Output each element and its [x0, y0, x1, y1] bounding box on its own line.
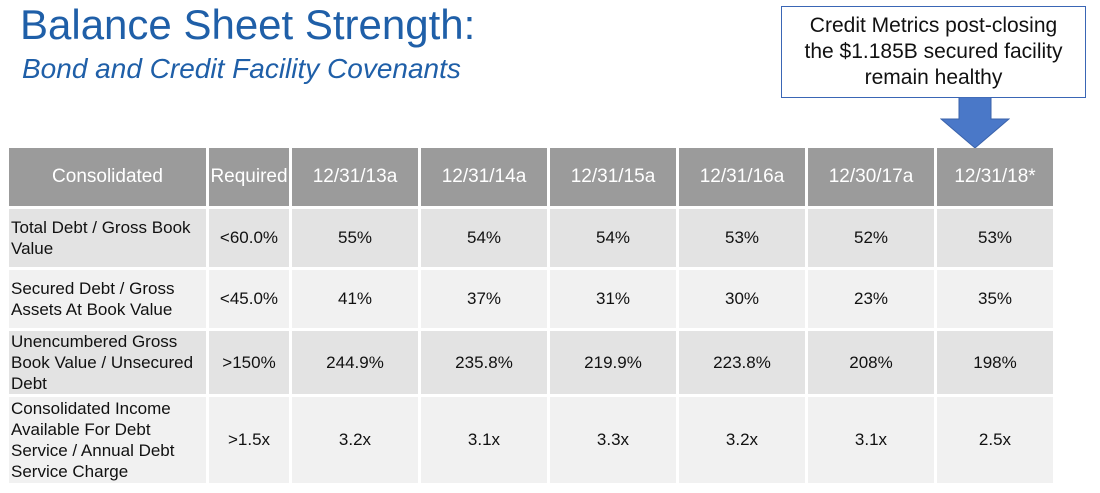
table-cell: <45.0% — [209, 270, 289, 328]
column-header: 12/31/13a — [292, 148, 418, 206]
table-cell: 208% — [808, 331, 934, 394]
down-arrow-icon — [940, 97, 1010, 149]
table-cell: 30% — [679, 270, 805, 328]
callout-box: Credit Metrics post-closing the $1.185B … — [781, 6, 1086, 98]
table-cell: 53% — [937, 209, 1053, 267]
table-row: Secured Debt / Gross Assets At Book Valu… — [9, 270, 1053, 328]
table-cell: 3.2x — [292, 397, 418, 483]
table-cell: 244.9% — [292, 331, 418, 394]
row-label: Total Debt / Gross Book Value — [9, 209, 206, 267]
table-cell: 35% — [937, 270, 1053, 328]
table-cell: 2.5x — [937, 397, 1053, 483]
callout-line: remain healthy — [864, 66, 1003, 89]
table-row: Unencumbered Gross Book Value / Unsecure… — [9, 331, 1053, 394]
table-cell: 23% — [808, 270, 934, 328]
covenants-table: Consolidated Required 12/31/13a 12/31/14… — [6, 145, 1056, 486]
column-header: 12/31/15a — [550, 148, 676, 206]
table-cell: 198% — [937, 331, 1053, 394]
row-label: Unencumbered Gross Book Value / Unsecure… — [9, 331, 206, 394]
row-label: Secured Debt / Gross Assets At Book Valu… — [9, 270, 206, 328]
table-row: Consolidated Income Available For Debt S… — [9, 397, 1053, 483]
row-label: Consolidated Income Available For Debt S… — [9, 397, 206, 483]
table-cell: 52% — [808, 209, 934, 267]
callout-line: Credit Metrics post-closing — [809, 14, 1058, 37]
table-cell: 3.3x — [550, 397, 676, 483]
table-cell: 3.1x — [421, 397, 547, 483]
table-cell: 235.8% — [421, 331, 547, 394]
table-cell: >1.5x — [209, 397, 289, 483]
table-cell: 41% — [292, 270, 418, 328]
column-header: 12/31/16a — [679, 148, 805, 206]
table-cell: <60.0% — [209, 209, 289, 267]
table-cell: 3.2x — [679, 397, 805, 483]
table-cell: >150% — [209, 331, 289, 394]
table-cell: 37% — [421, 270, 547, 328]
column-header: 12/31/18* — [937, 148, 1053, 206]
table-cell: 3.1x — [808, 397, 934, 483]
table-cell: 55% — [292, 209, 418, 267]
column-header: Required — [209, 148, 289, 206]
column-header: 12/30/17a — [808, 148, 934, 206]
table-cell: 223.8% — [679, 331, 805, 394]
table-row: Total Debt / Gross Book Value <60.0% 55%… — [9, 209, 1053, 267]
table-cell: 219.9% — [550, 331, 676, 394]
column-header: Consolidated — [9, 148, 206, 206]
table-cell: 54% — [550, 209, 676, 267]
table-cell: 53% — [679, 209, 805, 267]
column-header: 12/31/14a — [421, 148, 547, 206]
table-cell: 54% — [421, 209, 547, 267]
table-cell: 31% — [550, 270, 676, 328]
slide-title: Balance Sheet Strength: — [20, 1, 476, 48]
callout-line: the $1.185B secured facility — [804, 40, 1063, 63]
slide-subtitle: Bond and Credit Facility Covenants — [22, 53, 461, 84]
table-header-row: Consolidated Required 12/31/13a 12/31/14… — [9, 148, 1053, 206]
